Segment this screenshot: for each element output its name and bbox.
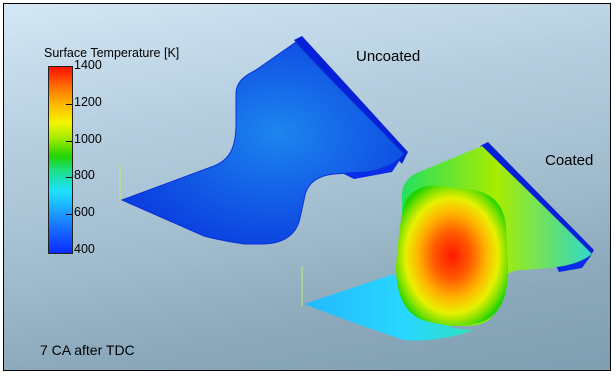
tick-mark (66, 141, 72, 142)
uncoated-surface (119, 36, 408, 245)
tick-label: 1400 (74, 58, 102, 72)
simulation-figure: Surface Temperature [K] 1400 1200 1000 8… (3, 3, 611, 371)
coated-surface (301, 142, 594, 341)
coated-label: Coated (545, 152, 594, 169)
colorbar (48, 66, 73, 254)
tick-mark (66, 104, 72, 105)
tick-label: 800 (74, 168, 95, 182)
surface-renders (119, 36, 594, 341)
tick-label: 1000 (74, 132, 102, 146)
legend-title: Surface Temperature [K] (44, 46, 180, 60)
uncoated-label: Uncoated (356, 48, 421, 65)
tick-label: 400 (74, 242, 95, 256)
tick-label: 600 (74, 205, 95, 219)
timing-caption: 7 CA after TDC (40, 342, 135, 358)
tick-mark (66, 214, 72, 215)
tick-label: 1200 (74, 95, 102, 109)
tick-mark (66, 177, 72, 178)
